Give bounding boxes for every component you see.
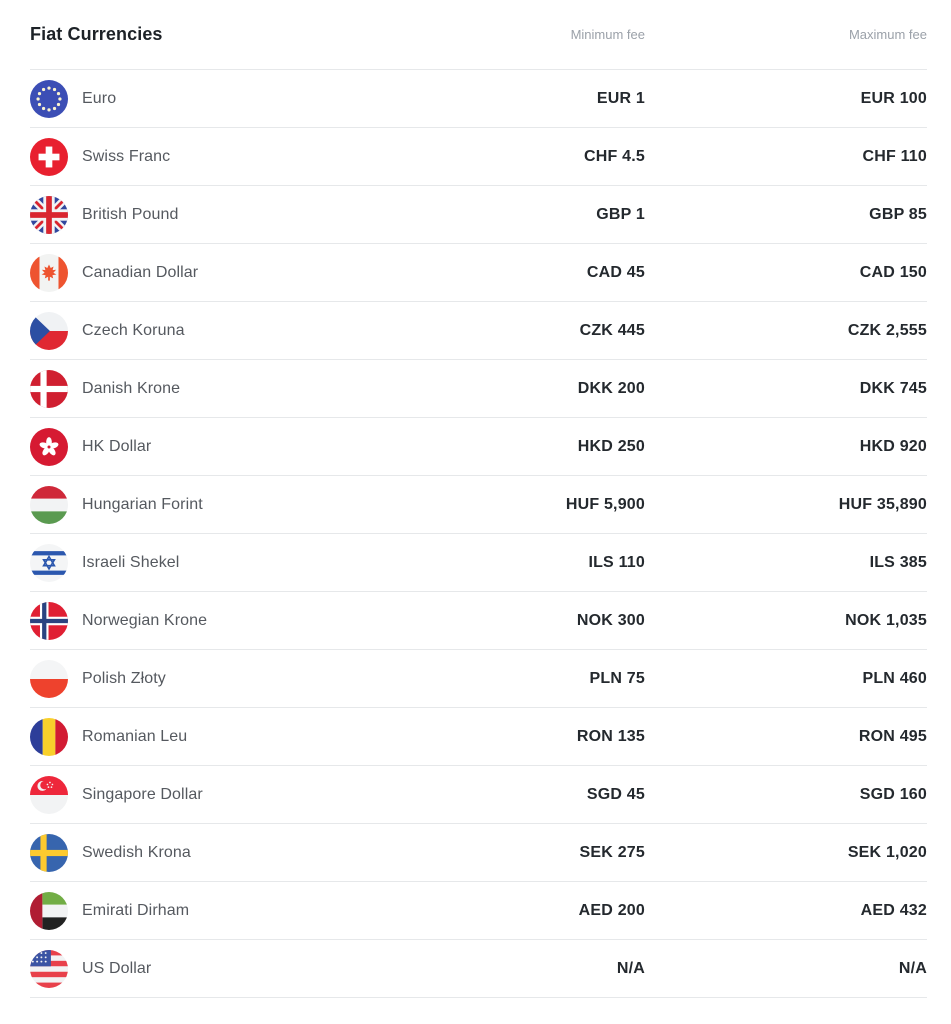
minimum-fee-value: ILS 110 [588, 553, 645, 571]
currency-name: Danish Krone [82, 379, 181, 397]
norway-flag-icon [30, 601, 68, 640]
maximum-fee-value: SEK 1,020 [847, 843, 927, 861]
hungary-flag-icon [30, 485, 68, 524]
minimum-fee-value: GBP 1 [596, 205, 645, 223]
currency-name: Swiss Franc [82, 147, 171, 165]
table-row-british-pound: British Pound GBP 1 GBP 85 [30, 186, 927, 244]
maximum-fee-value: CAD 150 [859, 263, 927, 281]
table-row-hk-dollar: HK Dollar HKD 250 HKD 920 [30, 418, 927, 476]
currency-name: Romanian Leu [82, 727, 188, 745]
uk-flag-icon [30, 195, 68, 234]
currency-name: Hungarian Forint [82, 495, 203, 513]
currency-name: US Dollar [82, 959, 152, 977]
currency-name: Norwegian Krone [82, 611, 208, 629]
table-row-singapore-dollar: Singapore Dollar SGD 45 SGD 160 [30, 766, 927, 824]
table-body: Euro EUR 1 EUR 100 Swiss Franc CHF 4.5 C… [30, 69, 927, 998]
page-title: Fiat Currencies [30, 24, 163, 44]
currency-name: HK Dollar [82, 437, 152, 455]
table-row-israeli-shekel: Israeli Shekel ILS 110 ILS 385 [30, 534, 927, 592]
maximum-fee-value: CZK 2,555 [847, 321, 927, 339]
israel-flag-icon [30, 543, 68, 582]
switzerland-flag-icon [30, 137, 68, 176]
minimum-fee-value: NOK 300 [576, 611, 645, 629]
table-row-norwegian-krone: Norwegian Krone NOK 300 NOK 1,035 [30, 592, 927, 650]
minimum-fee-value: N/A [616, 959, 645, 977]
minimum-fee-value: HKD 250 [577, 437, 645, 455]
uae-flag-icon [30, 891, 68, 930]
minimum-fee-value: SGD 45 [586, 785, 645, 803]
minimum-fee-value: CAD 45 [586, 263, 645, 281]
table-row-us-dollar: US Dollar N/A N/A [30, 940, 927, 998]
usa-flag-icon [30, 949, 68, 988]
currency-name: Singapore Dollar [82, 785, 203, 803]
maximum-fee-value: DKK 745 [859, 379, 927, 397]
column-header-maximum-fee: Maximum fee [848, 27, 927, 42]
eu-flag-icon [30, 79, 68, 118]
maximum-fee-value: ILS 385 [869, 553, 927, 571]
czech-flag-icon [30, 311, 68, 350]
minimum-fee-value: HUF 5,900 [565, 495, 645, 513]
currency-name: Israeli Shekel [82, 553, 180, 571]
table-row-euro: Euro EUR 1 EUR 100 [30, 70, 927, 128]
sweden-flag-icon [30, 833, 68, 872]
minimum-fee-value: EUR 1 [596, 89, 645, 107]
table-row-polish-zloty: Polish Złoty PLN 75 PLN 460 [30, 650, 927, 708]
fiat-currencies-fee-table: Fiat Currencies Minimum fee Maximum fee … [30, 0, 927, 998]
minimum-fee-value: CHF 4.5 [584, 147, 645, 165]
maximum-fee-value: N/A [898, 959, 927, 977]
singapore-flag-icon [30, 775, 68, 814]
minimum-fee-value: SEK 275 [579, 843, 645, 861]
minimum-fee-value: CZK 445 [579, 321, 645, 339]
maximum-fee-value: HKD 920 [859, 437, 927, 455]
denmark-flag-icon [30, 369, 68, 408]
currency-name: Emirati Dirham [82, 901, 190, 919]
canada-flag-icon [30, 253, 68, 292]
maximum-fee-value: NOK 1,035 [845, 611, 927, 629]
maximum-fee-value: AED 432 [860, 901, 927, 919]
table-row-swiss-franc: Swiss Franc CHF 4.5 CHF 110 [30, 128, 927, 186]
hong-kong-flag-icon [30, 427, 68, 466]
currency-name: Swedish Krona [82, 843, 191, 861]
maximum-fee-value: CHF 110 [862, 147, 927, 165]
maximum-fee-value: GBP 85 [869, 205, 927, 223]
table-header: Fiat Currencies Minimum fee Maximum fee [30, 0, 927, 69]
minimum-fee-value: PLN 75 [589, 669, 645, 687]
currency-name: Czech Koruna [82, 321, 185, 339]
currency-name: Canadian Dollar [82, 263, 199, 281]
maximum-fee-value: SGD 160 [859, 785, 927, 803]
minimum-fee-value: AED 200 [578, 901, 645, 919]
currency-name: Euro [82, 89, 117, 107]
minimum-fee-value: DKK 200 [577, 379, 645, 397]
minimum-fee-value: RON 135 [576, 727, 645, 745]
poland-flag-icon [30, 659, 68, 698]
table-row-emirati-dirham: Emirati Dirham AED 200 AED 432 [30, 882, 927, 940]
table-row-czech-koruna: Czech Koruna CZK 445 CZK 2,555 [30, 302, 927, 360]
maximum-fee-value: EUR 100 [860, 89, 927, 107]
currency-name: Polish Złoty [82, 669, 166, 687]
table-row-romanian-leu: Romanian Leu RON 135 RON 495 [30, 708, 927, 766]
table-row-swedish-krona: Swedish Krona SEK 275 SEK 1,020 [30, 824, 927, 882]
column-header-minimum-fee: Minimum fee [570, 27, 645, 42]
maximum-fee-value: PLN 460 [862, 669, 927, 687]
maximum-fee-value: RON 495 [858, 727, 927, 745]
table-row-canadian-dollar: Canadian Dollar CAD 45 CAD 150 [30, 244, 927, 302]
romania-flag-icon [30, 717, 68, 756]
maximum-fee-value: HUF 35,890 [838, 495, 927, 513]
currency-name: British Pound [82, 205, 179, 223]
table-row-hungarian-forint: Hungarian Forint HUF 5,900 HUF 35,890 [30, 476, 927, 534]
table-row-danish-krone: Danish Krone DKK 200 DKK 745 [30, 360, 927, 418]
